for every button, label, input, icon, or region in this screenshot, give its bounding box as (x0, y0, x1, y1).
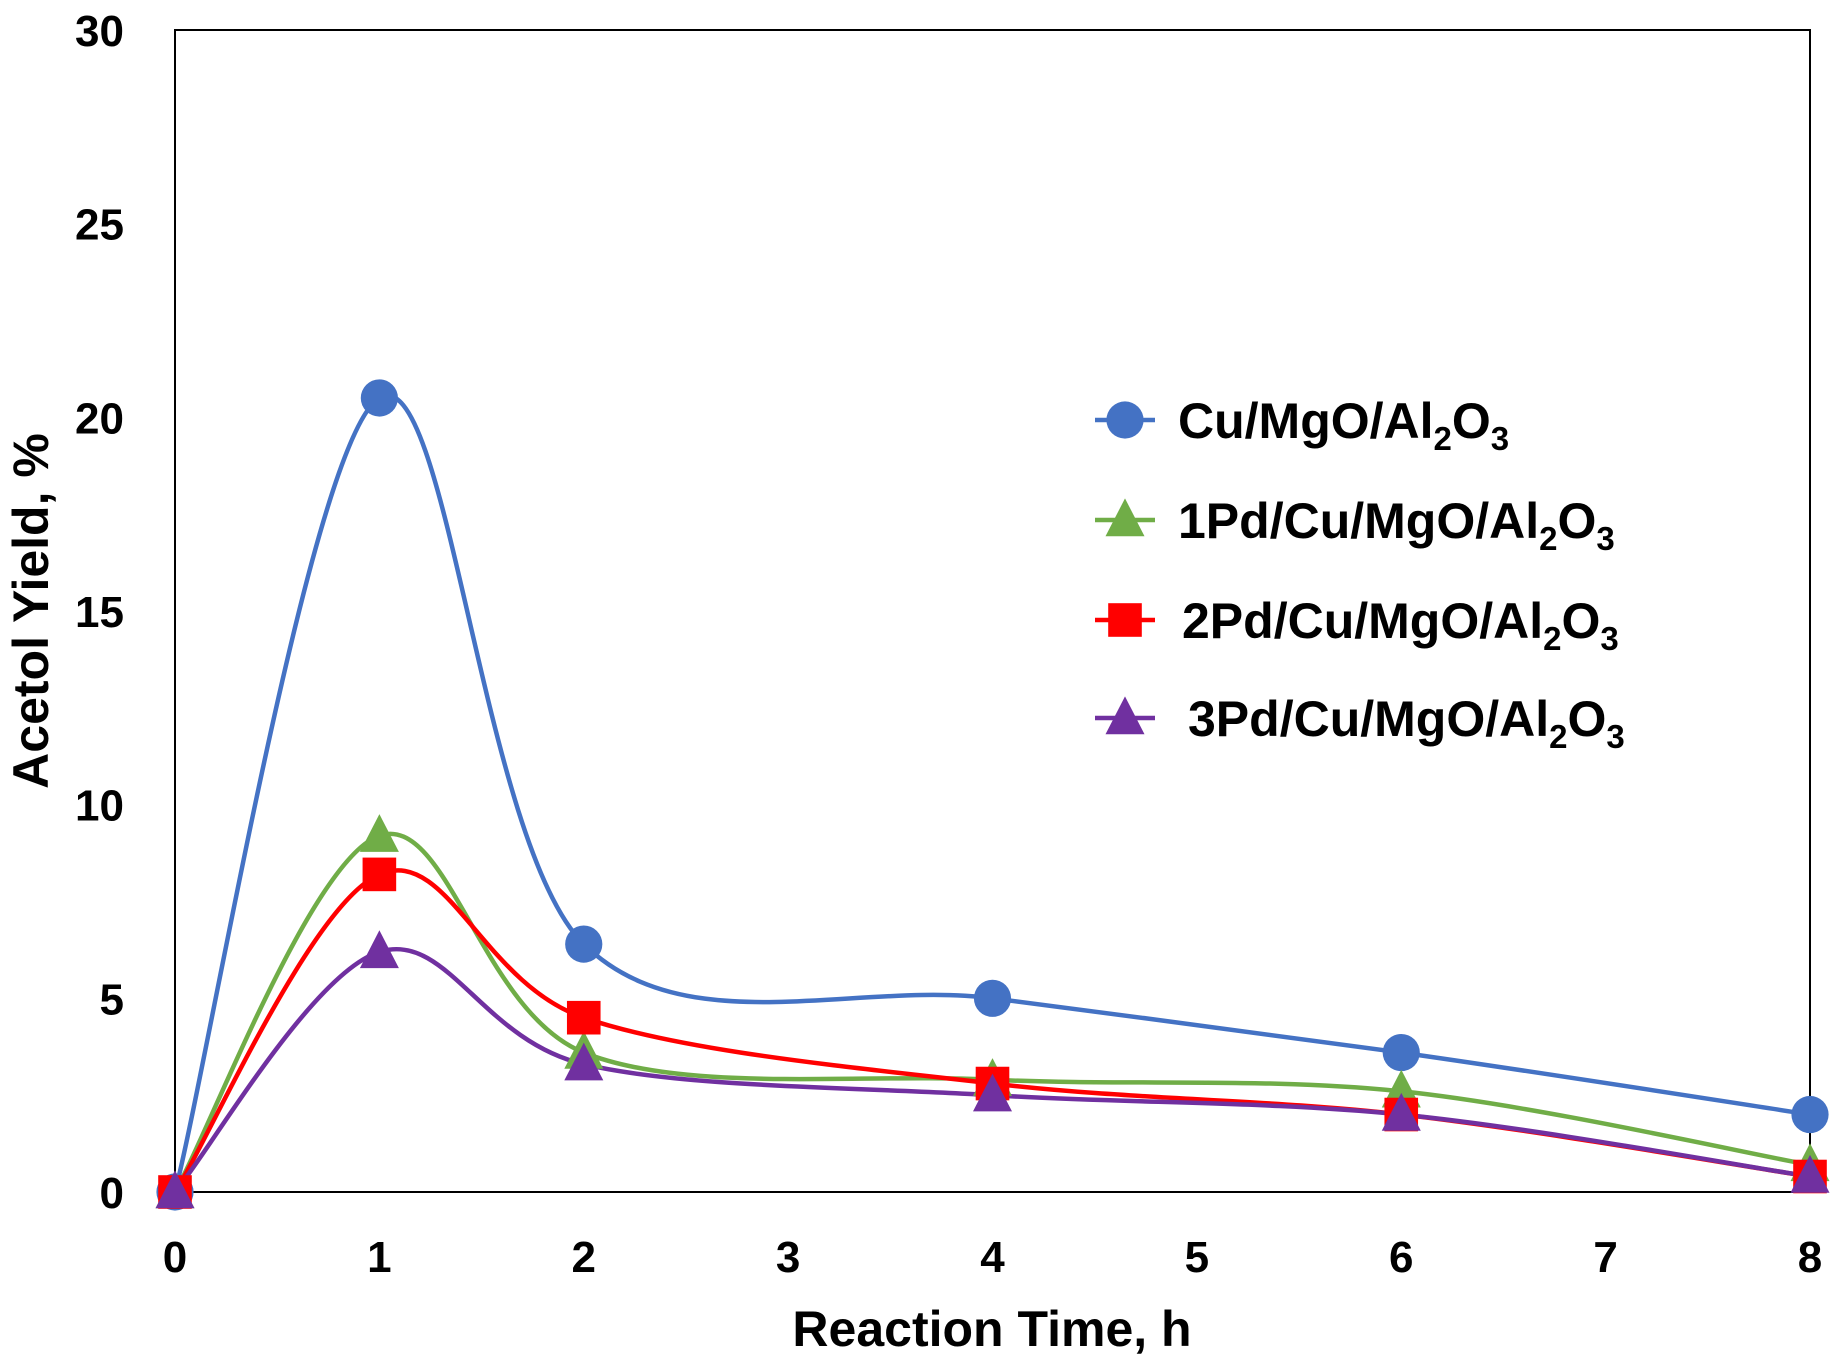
data-point-series-3 (566, 1000, 601, 1035)
y-tick-label: 25 (75, 201, 124, 250)
data-point-series-1 (360, 379, 398, 417)
data-point-series-1 (1791, 1095, 1829, 1134)
data-point-series-1 (973, 979, 1012, 1017)
legend-marker-2 (1105, 498, 1145, 537)
data-point-series-4 (359, 930, 399, 969)
legend-marker-3 (1108, 603, 1142, 637)
x-axis: 0 1 2 3 4 5 6 7 8 (163, 1233, 1822, 1282)
legend-marker-4 (1105, 696, 1145, 735)
legend-label-4: 3Pd/Cu/MgO/Al2O3 (1188, 691, 1625, 755)
x-tick-label: 8 (1798, 1233, 1822, 1282)
legend-label-2: 1Pd/Cu/MgO/Al2O3 (1178, 493, 1615, 557)
x-tick-label: 2 (572, 1233, 596, 1282)
y-tick-label: 30 (75, 7, 124, 56)
data-point-series-1 (1382, 1033, 1420, 1072)
x-tick-label: 5 (1185, 1233, 1209, 1282)
data-point-series-4 (564, 1042, 604, 1081)
legend-label-3: 2Pd/Cu/MgO/Al2O3 (1182, 593, 1619, 657)
data-point-series-1 (565, 925, 603, 963)
x-tick-label: 1 (367, 1233, 391, 1282)
y-axis-title: Acetol Yield, % (3, 433, 59, 789)
x-tick-label: 0 (163, 1233, 187, 1282)
series-line-2 (173, 831, 1811, 1194)
x-tick-label: 7 (1593, 1233, 1617, 1282)
data-point-series-2 (359, 814, 399, 852)
y-tick-label: 0 (100, 1169, 124, 1218)
x-tick-label: 4 (980, 1233, 1005, 1282)
x-axis-title: Reaction Time, h (792, 1301, 1191, 1357)
series-markers (155, 379, 1830, 1211)
legend: Cu/MgO/Al2O3 1Pd/Cu/MgO/Al2O3 2Pd/Cu/MgO/A… (1095, 393, 1625, 755)
y-tick-label: 5 (100, 975, 124, 1024)
y-tick-label: 15 (75, 588, 124, 637)
data-point-series-3 (362, 857, 397, 892)
legend-marker-1 (1106, 401, 1144, 439)
series-line-4 (173, 947, 1811, 1194)
y-tick-label: 20 (75, 394, 124, 443)
x-tick-label: 6 (1389, 1233, 1413, 1282)
data-point-series-4 (973, 1073, 1012, 1112)
x-tick-label: 3 (776, 1233, 800, 1282)
y-tick-label: 10 (75, 782, 124, 831)
data-point-series-4 (155, 1170, 195, 1209)
y-axis: 0 5 10 15 20 25 30 (75, 7, 124, 1218)
legend-label-1: Cu/MgO/Al2O3 (1178, 393, 1509, 457)
data-point-series-4 (1790, 1154, 1830, 1193)
data-point-series-4 (1381, 1092, 1421, 1131)
